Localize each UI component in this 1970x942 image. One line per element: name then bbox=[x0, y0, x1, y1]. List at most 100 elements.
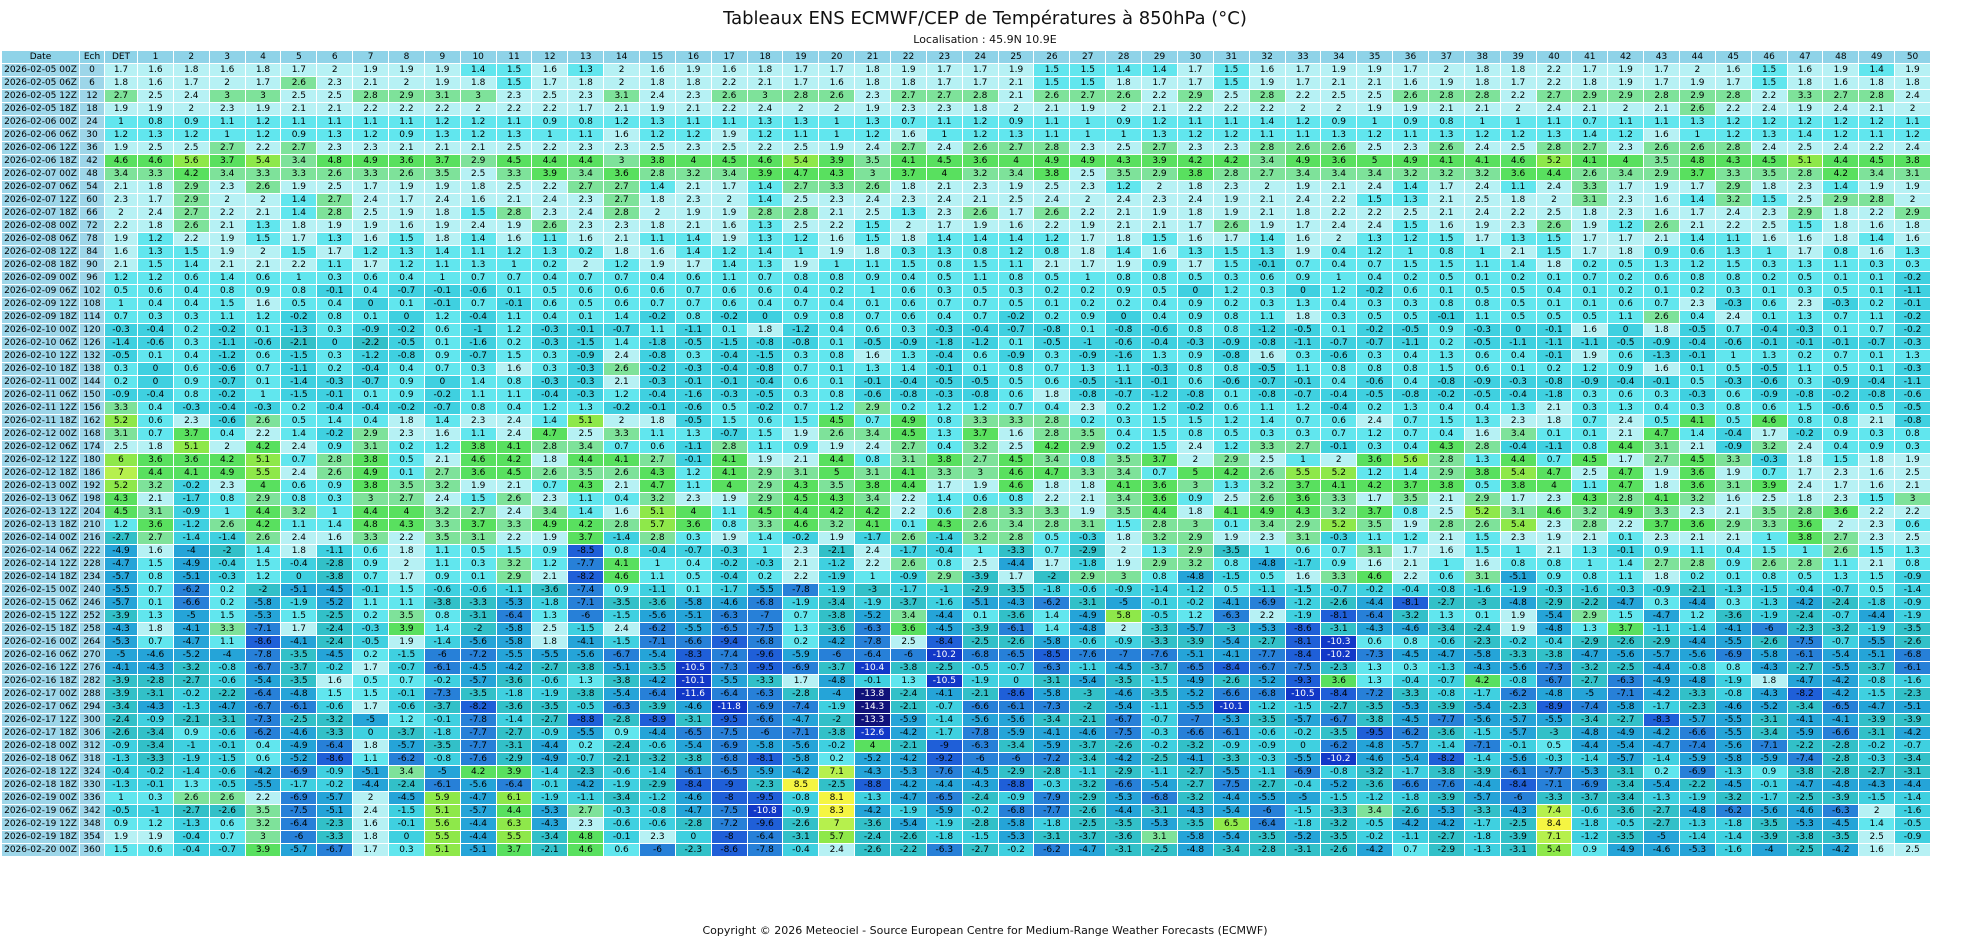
member-cell: 1.8 bbox=[1499, 193, 1537, 207]
member-cell: -6.3 bbox=[746, 687, 784, 701]
member-cell: 1.1 bbox=[208, 115, 246, 129]
member-cell: 3.4 bbox=[1033, 453, 1071, 467]
member-cell: -3.4 bbox=[1894, 752, 1931, 766]
member-cell: -1.6 bbox=[1571, 583, 1609, 597]
member-cell: 2.2 bbox=[782, 570, 820, 584]
table-row: 2026-02-20 00Z 360 1.5 0.6 -0.4 -0.7 3.9 -5.7 -6… bbox=[1, 843, 1931, 857]
member-cell: 0 bbox=[674, 830, 712, 844]
table-row: 2026-02-11 18Z 162 5.2 0.6 2.3 -0.6 2.6 0.5 1.4 0… bbox=[1, 414, 1931, 428]
row-ech: 258 bbox=[79, 622, 105, 636]
table-row: 2026-02-18 12Z 324 -0.4 -0.2 -1.4 -0.6 -4.2 -6.… bbox=[1, 765, 1931, 779]
member-cell: -7.3 bbox=[1356, 648, 1394, 662]
member-cell: 3.5 bbox=[818, 479, 856, 493]
member-cell: -0.1 bbox=[1141, 375, 1178, 389]
member-cell: 0.4 bbox=[1320, 258, 1358, 272]
table-row: 2026-02-15 06Z 246 -5.7 0.1 -6.6 0.2 -5.8 -1.9-… bbox=[1, 596, 1931, 610]
member-cell: 1.9 bbox=[388, 635, 425, 649]
member-cell: -7.4 bbox=[1786, 752, 1824, 766]
member-cell: 1.9 bbox=[280, 180, 318, 194]
member-cell: 2.4 bbox=[1320, 219, 1358, 233]
member-cell: 2.8 bbox=[1427, 89, 1465, 103]
member-cell: 1.5 bbox=[890, 258, 927, 272]
member-cell: -3.6 bbox=[1356, 778, 1394, 792]
member-cell: 2.2 bbox=[1141, 89, 1178, 103]
member-cell: -0.4 bbox=[531, 388, 569, 402]
member-cell: 4.3 bbox=[1714, 154, 1752, 168]
row-date: 2026-02-18 06Z bbox=[1, 752, 80, 766]
member-cell: 0.9 bbox=[1822, 427, 1860, 441]
member-cell: 1.2 bbox=[603, 388, 641, 402]
det-cell: 1.9 bbox=[104, 232, 138, 246]
member-cell: 4.1 bbox=[1678, 414, 1716, 428]
member-cell: 3.3 bbox=[961, 414, 999, 428]
member-cell: 4.1 bbox=[890, 154, 927, 168]
member-cell: 0.6 bbox=[137, 414, 174, 428]
member-cell: -7.1 bbox=[782, 726, 820, 740]
member-cell: 1.3 bbox=[1427, 349, 1465, 363]
member-cell: -0.2 bbox=[1284, 726, 1322, 740]
member-cell: 0.9 bbox=[423, 570, 461, 584]
member-cell: -1.1 bbox=[1499, 336, 1537, 350]
member-cell: -5.4 bbox=[1463, 700, 1501, 714]
det-cell: -0.3 bbox=[104, 323, 138, 337]
member-cell: -1.8 bbox=[1714, 817, 1752, 831]
member-cell: -7.1 bbox=[639, 635, 676, 649]
member-cell: 1.5 bbox=[352, 687, 390, 701]
member-cell: 2.1 bbox=[1141, 102, 1178, 116]
member-cell: 2.2 bbox=[1320, 206, 1358, 220]
member-cell: 2.3 bbox=[1069, 401, 1107, 415]
member-cell: -3.7 bbox=[1069, 739, 1107, 753]
member-cell: -0.4 bbox=[208, 401, 246, 415]
member-cell: -4.2 bbox=[854, 804, 892, 818]
member-cell: -0.9 bbox=[997, 349, 1035, 363]
member-cell: 0.7 bbox=[1141, 466, 1178, 480]
member-cell: 1.3 bbox=[782, 115, 820, 129]
member-cell: 0.8 bbox=[1427, 115, 1465, 129]
member-cell: 1.9 bbox=[710, 128, 748, 142]
member-cell: -2.5 bbox=[316, 609, 354, 623]
member-cell: 2.5 bbox=[1894, 843, 1931, 857]
member-cell: 1.4 bbox=[674, 232, 712, 246]
member-cell: 0.6 bbox=[925, 505, 963, 519]
member-cell: 0.3 bbox=[531, 349, 569, 363]
table-row: 2026-02-12 12Z 180 6 3.6 3.6 4.2 5.1 0.7 2.8 3.8 0… bbox=[1, 453, 1931, 467]
member-cell: 1.1 bbox=[280, 115, 318, 129]
member-cell: -6.6 bbox=[1212, 687, 1250, 701]
member-cell: 0.6 bbox=[244, 349, 282, 363]
member-cell: 2.5 bbox=[1858, 830, 1896, 844]
member-cell: 0.5 bbox=[459, 544, 497, 558]
member-cell: -0.5 bbox=[1894, 401, 1931, 415]
member-cell: -2.3 bbox=[1894, 687, 1931, 701]
member-cell: 0.5 bbox=[1714, 362, 1752, 376]
member-cell: 0.8 bbox=[997, 362, 1035, 376]
member-cell: -5.4 bbox=[674, 739, 712, 753]
member-cell: 1.2 bbox=[1356, 466, 1394, 480]
member-cell: 0.7 bbox=[997, 401, 1035, 415]
header-member-46: 46 bbox=[1750, 50, 1788, 64]
member-cell: -0.3 bbox=[1786, 323, 1824, 337]
member-cell: 2.2 bbox=[531, 141, 569, 155]
member-cell: -0.3 bbox=[1894, 336, 1931, 350]
header-member-30: 30 bbox=[1176, 50, 1214, 64]
member-cell: 1.9 bbox=[746, 453, 784, 467]
member-cell: -5.3 bbox=[1141, 817, 1178, 831]
member-cell: 1.7 bbox=[710, 180, 748, 194]
member-cell: 2.5 bbox=[890, 635, 927, 649]
member-cell: 2.2 bbox=[1248, 102, 1286, 116]
member-cell: 2.2 bbox=[1320, 193, 1358, 207]
member-cell: 1.3 bbox=[531, 245, 569, 259]
member-cell: 1.1 bbox=[208, 310, 246, 324]
member-cell: -8 bbox=[710, 791, 748, 805]
member-cell: -0.6 bbox=[1069, 635, 1107, 649]
member-cell: -1.3 bbox=[172, 700, 210, 714]
member-cell: 0.1 bbox=[1535, 427, 1573, 441]
member-cell: 1.3 bbox=[1786, 258, 1824, 272]
member-cell: 1.3 bbox=[1643, 258, 1680, 272]
member-cell: 4.2 bbox=[818, 505, 856, 519]
member-cell: 2.1 bbox=[1033, 102, 1071, 116]
member-cell: -1.9 bbox=[531, 791, 569, 805]
member-cell: 0.6 bbox=[1607, 349, 1645, 363]
member-cell: -6.2 bbox=[1392, 726, 1429, 740]
header-member-33: 33 bbox=[1284, 50, 1322, 64]
member-cell: -0.7 bbox=[1822, 609, 1860, 623]
